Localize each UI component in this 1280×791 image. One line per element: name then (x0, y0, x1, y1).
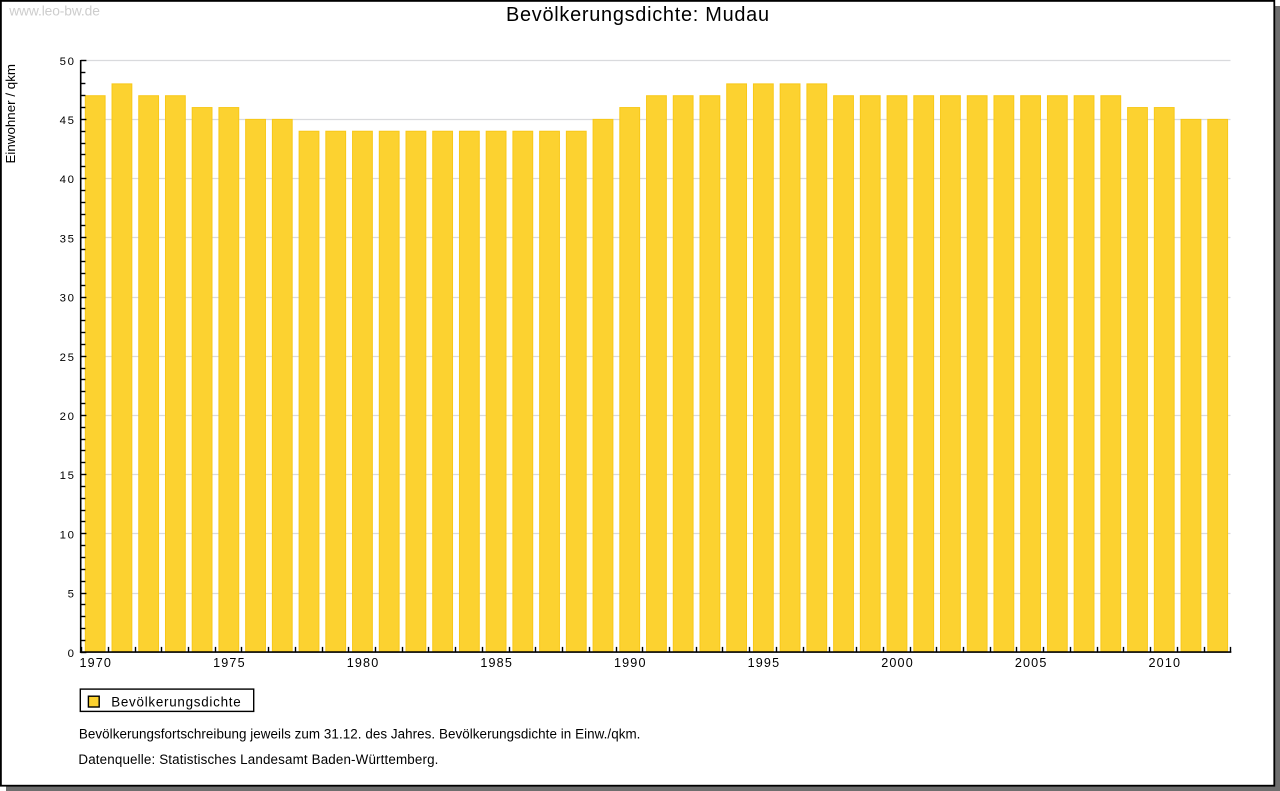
svg-text:15: 15 (60, 470, 74, 482)
svg-text:Bevölkerungsdichte: Bevölkerungsdichte (111, 694, 241, 709)
svg-text:5: 5 (68, 589, 74, 601)
svg-text:Bevölkerungsfortschreibung jew: Bevölkerungsfortschreibung jeweils zum 3… (79, 726, 641, 741)
svg-text:Datenquelle: Statistisches Lan: Datenquelle: Statistisches Landesamt Bad… (78, 752, 438, 767)
svg-text:1970: 1970 (79, 656, 111, 670)
svg-text:35: 35 (60, 233, 74, 245)
svg-text:1985: 1985 (480, 656, 511, 670)
svg-text:2000: 2000 (881, 656, 913, 670)
svg-text:40: 40 (60, 174, 74, 186)
svg-text:Einwohner / qkm: Einwohner / qkm (3, 64, 18, 164)
svg-text:45: 45 (60, 115, 74, 127)
svg-text:www.leo-bw.de: www.leo-bw.de (8, 4, 100, 19)
svg-text:2010: 2010 (1148, 656, 1180, 670)
svg-text:1990: 1990 (614, 656, 646, 670)
svg-text:1975: 1975 (213, 656, 245, 670)
svg-text:2005: 2005 (1015, 656, 1047, 670)
svg-text:1995: 1995 (748, 656, 780, 670)
svg-text:50: 50 (60, 56, 74, 68)
svg-text:1980: 1980 (347, 656, 379, 670)
svg-text:10: 10 (60, 529, 74, 541)
svg-text:0: 0 (68, 648, 74, 660)
svg-text:20: 20 (60, 411, 74, 423)
svg-text:Bevölkerungsdichte: Mudau: Bevölkerungsdichte: Mudau (506, 4, 769, 26)
svg-text:25: 25 (60, 352, 74, 364)
svg-text:30: 30 (60, 293, 74, 305)
